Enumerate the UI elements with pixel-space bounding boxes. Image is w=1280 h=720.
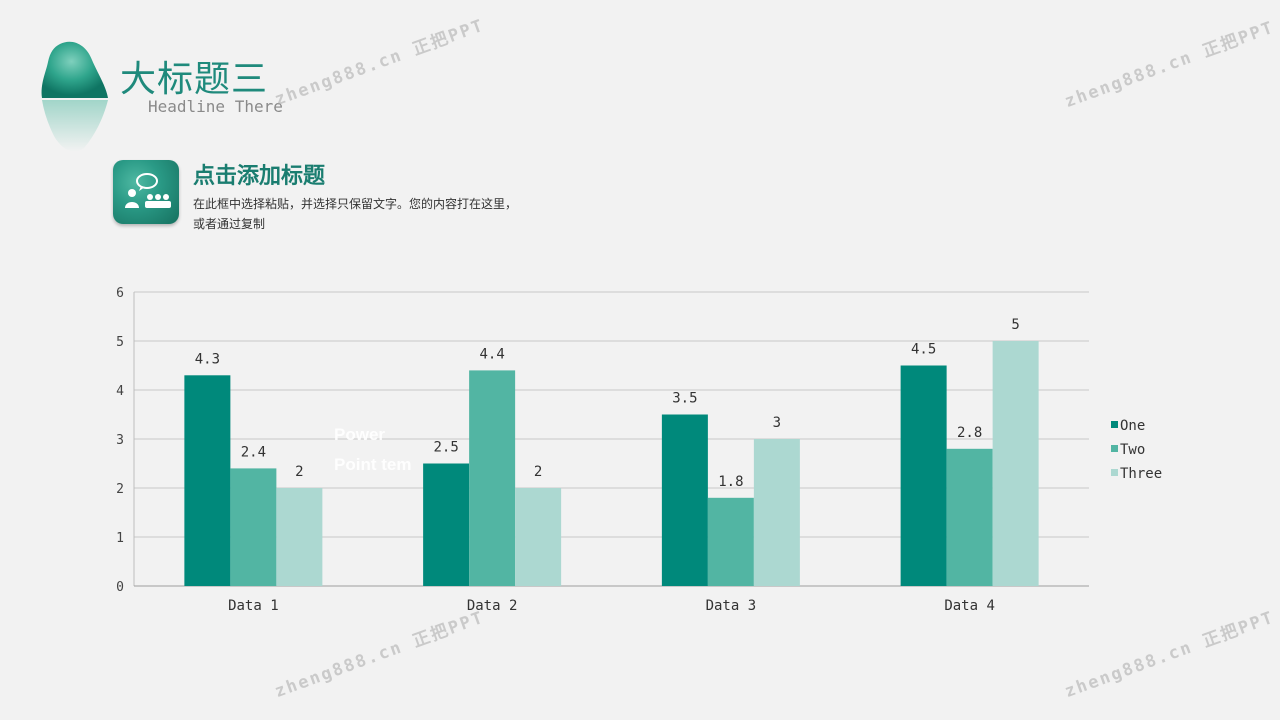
bar-three	[992, 341, 1039, 586]
y-tick-label: 1	[116, 531, 124, 546]
legend-swatch	[1111, 445, 1118, 452]
data-label: 2.5	[433, 440, 458, 456]
page-title: 大标题三	[120, 59, 269, 100]
bar-one	[184, 375, 231, 586]
x-tick-label: Data 3	[706, 598, 757, 614]
x-tick-label: Data 4	[944, 598, 995, 614]
y-tick-label: 3	[116, 433, 124, 448]
data-label: 5	[1011, 317, 1019, 333]
section-title: 点击添加标题	[193, 163, 326, 189]
legend-label: Two	[1120, 442, 1145, 458]
data-label: 2.4	[241, 444, 266, 460]
y-tick-label: 0	[116, 580, 124, 595]
bar-two	[707, 497, 754, 586]
data-label: 4.4	[479, 346, 504, 362]
section-description-line: 在此框中选择粘贴，并选择只保留文字。您的内容打在这里，	[193, 197, 518, 211]
page-subtitle: Headline There	[148, 97, 283, 116]
presentation-people-icon	[125, 173, 171, 208]
y-tick-label: 5	[116, 335, 124, 350]
y-tick-label: 4	[116, 384, 124, 399]
bar-one	[423, 463, 470, 586]
x-tick-label: Data 1	[228, 598, 279, 614]
data-label: 2	[534, 464, 542, 480]
legend-label: Three	[1120, 466, 1162, 482]
data-label: 4.5	[911, 342, 936, 358]
ghost-text: Power Point tem	[334, 420, 411, 480]
section-description-line: 或者通过复制	[193, 217, 266, 231]
data-label: 4.3	[195, 351, 220, 367]
bar-one	[661, 414, 708, 586]
bar-two	[469, 370, 516, 586]
data-label: 3	[773, 415, 781, 431]
legend-swatch	[1111, 421, 1118, 428]
legend-swatch	[1111, 469, 1118, 476]
bar-three	[276, 488, 323, 586]
ink-logo-icon	[41, 41, 108, 152]
bar-one	[900, 365, 947, 586]
data-label: 2.8	[957, 425, 982, 441]
ghost-text-line: Power	[334, 425, 386, 444]
section-description: 在此框中选择粘贴，并选择只保留文字。您的内容打在这里， 或者通过复制	[193, 194, 553, 234]
bar-three	[753, 439, 800, 586]
legend-label: One	[1120, 418, 1145, 434]
section-icon-box	[113, 160, 179, 224]
ghost-text-line: Point tem	[334, 455, 412, 474]
bar-three	[515, 488, 562, 586]
x-tick-label: Data 2	[467, 598, 518, 614]
bar-two	[230, 468, 277, 586]
y-tick-label: 2	[116, 482, 124, 497]
bar-two	[946, 448, 993, 586]
data-label: 2	[295, 464, 303, 480]
data-label: 3.5	[672, 391, 697, 407]
data-label: 1.8	[718, 474, 743, 490]
y-tick-label: 6	[116, 286, 124, 301]
